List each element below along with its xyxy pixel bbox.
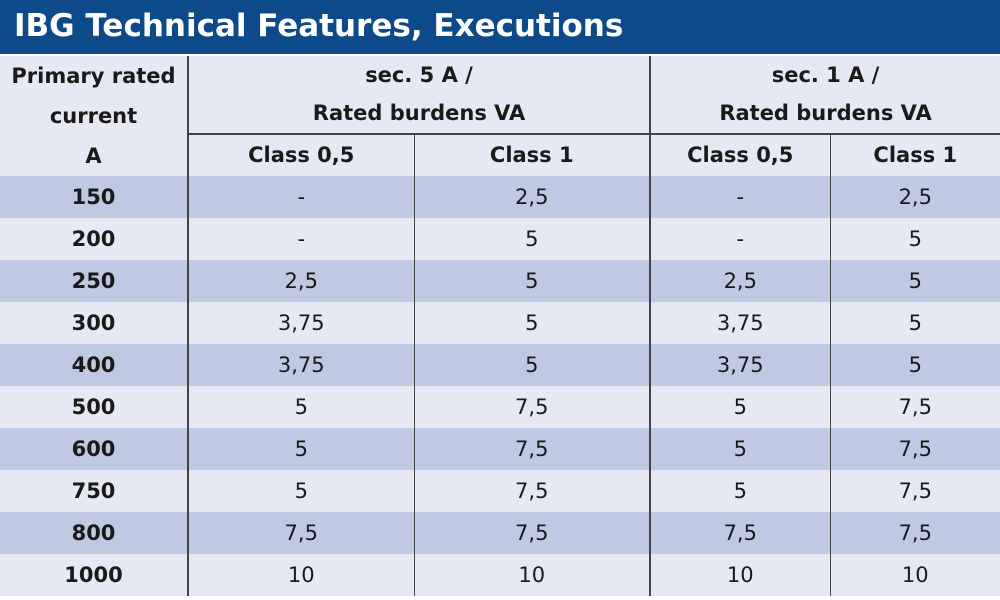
table-row: 600 5 7,5 5 7,5 — [0, 428, 1000, 470]
primary-current-cell: 600 — [0, 428, 189, 470]
sec-5a-class-1-cell: 7,5 — [414, 470, 652, 512]
table-row: 200 - 5 - 5 — [0, 218, 1000, 260]
sec-5a-header-line2: Rated burdens VA — [312, 101, 526, 126]
primary-current-cell: 750 — [0, 470, 189, 512]
primary-current-cell: 300 — [0, 302, 189, 344]
sec-5a-class-05-cell: 5 — [188, 386, 415, 428]
table-row: 1000 10 10 10 10 — [0, 554, 1000, 596]
sec-5a-class-1-cell: 7,5 — [414, 512, 652, 554]
table-row: 250 2,5 5 2,5 5 — [0, 260, 1000, 302]
primary-current-header-line2: current — [49, 104, 138, 128]
primary-current-header: Primary rated current A — [0, 56, 189, 176]
sec-1a-class-1-cell: 7,5 — [830, 428, 1000, 470]
sec-5a-class-05-cell: 2,5 — [188, 260, 415, 302]
sec-5a-group-header: sec. 5 A / Rated burdens VA — [188, 56, 652, 135]
sec-5a-class-05-cell: 5 — [188, 428, 415, 470]
sec-5a-class-05-cell: 7,5 — [188, 512, 415, 554]
sec-5a-class-05-cell: 10 — [188, 554, 415, 596]
sec-5a-header-line1: sec. 5 A / — [365, 63, 473, 88]
sec-1a-class-05-cell: - — [650, 218, 831, 260]
sec-1a-class-05-header: Class 0,5 — [650, 133, 831, 176]
sec-1a-class-1-cell: 7,5 — [830, 470, 1000, 512]
sec-1a-class-05-cell: 7,5 — [650, 512, 831, 554]
primary-current-header-line3: A — [85, 144, 102, 168]
primary-current-cell: 400 — [0, 344, 189, 386]
sec-1a-class-05-cell: 5 — [650, 428, 831, 470]
primary-current-header-line1: Primary rated — [11, 64, 176, 88]
page-title: IBG Technical Features, Executions — [14, 8, 624, 44]
sec-5a-class-05-cell: 3,75 — [188, 302, 415, 344]
sec-1a-class-1-cell: 5 — [830, 344, 1000, 386]
sec-5a-class-1-cell: 5 — [414, 260, 652, 302]
sec-5a-class-1-cell: 5 — [414, 302, 652, 344]
sec-1a-group-header: sec. 1 A / Rated burdens VA — [650, 56, 1000, 135]
sec-1a-class-05-cell: 3,75 — [650, 344, 831, 386]
table-row: 400 3,75 5 3,75 5 — [0, 344, 1000, 386]
sec-1a-class-1-header: Class 1 — [830, 133, 1000, 176]
table-body: 150 - 2,5 - 2,5 200 - 5 - 5 250 2,5 5 2,… — [0, 176, 1000, 596]
sec-5a-class-05-cell: 5 — [188, 470, 415, 512]
primary-current-cell: 150 — [0, 176, 189, 218]
title-bar: IBG Technical Features, Executions — [0, 0, 1000, 56]
features-table: Primary rated current A sec. 5 A / Rated… — [0, 56, 1000, 596]
sec-1a-class-05-cell: 5 — [650, 470, 831, 512]
sec-5a-class-05-cell: - — [188, 218, 415, 260]
primary-current-cell: 800 — [0, 512, 189, 554]
table-row: 500 5 7,5 5 7,5 — [0, 386, 1000, 428]
sec-1a-class-05-cell: 2,5 — [650, 260, 831, 302]
sec-5a-class-1-header: Class 1 — [414, 133, 652, 176]
sec-5a-class-1-cell: 5 — [414, 218, 652, 260]
sec-5a-class-1-cell: 5 — [414, 344, 652, 386]
sec-1a-header-line2: Rated burdens VA — [719, 101, 932, 126]
table-row: 300 3,75 5 3,75 5 — [0, 302, 1000, 344]
sec-1a-class-05-cell: 10 — [650, 554, 831, 596]
sec-1a-class-1-cell: 7,5 — [830, 512, 1000, 554]
primary-current-cell: 200 — [0, 218, 189, 260]
sec-1a-class-1-cell: 10 — [830, 554, 1000, 596]
sec-1a-class-1-cell: 2,5 — [830, 176, 1000, 218]
table-header: Primary rated current A sec. 5 A / Rated… — [0, 56, 1000, 176]
sec-5a-class-05-header: Class 0,5 — [188, 133, 415, 176]
sec-1a-class-1-cell: 5 — [830, 302, 1000, 344]
table-row: 750 5 7,5 5 7,5 — [0, 470, 1000, 512]
primary-current-cell: 500 — [0, 386, 189, 428]
sec-1a-class-05-cell: 3,75 — [650, 302, 831, 344]
sec-1a-class-05-cell: - — [650, 176, 831, 218]
sec-5a-class-1-cell: 7,5 — [414, 386, 652, 428]
sec-5a-class-05-cell: 3,75 — [188, 344, 415, 386]
sec-1a-header-line1: sec. 1 A / — [771, 63, 880, 88]
table-row: 150 - 2,5 - 2,5 — [0, 176, 1000, 218]
primary-current-cell: 1000 — [0, 554, 189, 596]
features-table-container: Primary rated current A sec. 5 A / Rated… — [0, 56, 1000, 600]
sec-1a-class-1-cell: 5 — [830, 260, 1000, 302]
table-row: 800 7,5 7,5 7,5 7,5 — [0, 512, 1000, 554]
sec-1a-class-1-cell: 7,5 — [830, 386, 1000, 428]
sec-5a-class-1-cell: 2,5 — [414, 176, 652, 218]
sec-5a-class-1-cell: 7,5 — [414, 428, 652, 470]
sec-1a-class-05-cell: 5 — [650, 386, 831, 428]
sec-5a-class-05-cell: - — [188, 176, 415, 218]
sec-1a-class-1-cell: 5 — [830, 218, 1000, 260]
primary-current-cell: 250 — [0, 260, 189, 302]
sec-5a-class-1-cell: 10 — [414, 554, 652, 596]
